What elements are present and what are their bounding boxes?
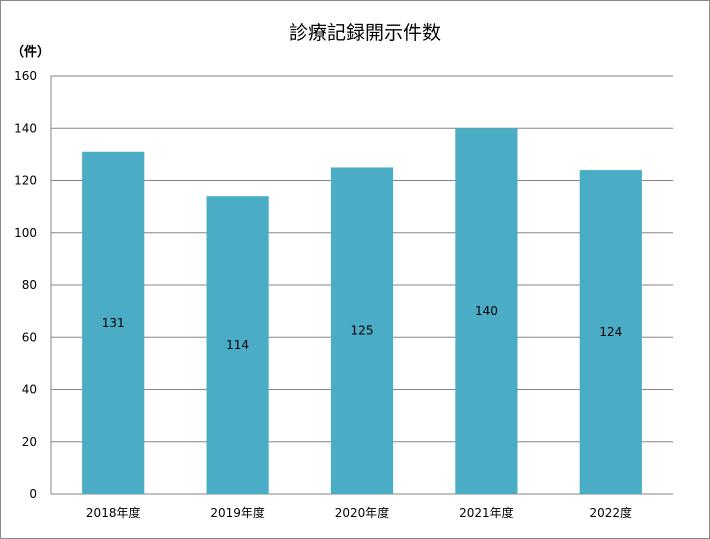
x-category-label: 2020年度 bbox=[335, 505, 390, 520]
y-tick-label: 140 bbox=[14, 121, 37, 135]
chart-title: 診療記録開示件数 bbox=[289, 22, 441, 44]
bar bbox=[455, 128, 518, 494]
y-tick-label: 80 bbox=[22, 278, 37, 292]
y-tick-label: 40 bbox=[22, 383, 37, 397]
y-tick-label: 120 bbox=[14, 174, 37, 188]
data-label: 114 bbox=[226, 338, 249, 352]
y-tick-label: 160 bbox=[14, 69, 37, 83]
y-axis-unit-label: （件） bbox=[11, 44, 50, 60]
data-label: 131 bbox=[102, 316, 125, 330]
x-axis-categories: 2018年度 2019年度 2020年度 2021年度 2022度 bbox=[86, 505, 632, 520]
x-category-label: 2022度 bbox=[590, 505, 633, 520]
data-label: 140 bbox=[475, 304, 498, 318]
y-axis-ticks: 0 20 40 60 80 100 120 140 160 bbox=[14, 69, 37, 501]
data-label: 124 bbox=[599, 325, 622, 339]
x-category-label: 2021年度 bbox=[459, 505, 514, 520]
y-tick-label: 60 bbox=[22, 330, 37, 344]
x-category-label: 2019年度 bbox=[210, 505, 265, 520]
y-tick-label: 20 bbox=[22, 435, 37, 449]
bars bbox=[82, 128, 642, 495]
bar bbox=[330, 167, 394, 494]
x-category-label: 2018年度 bbox=[86, 505, 141, 520]
y-tick-label: 0 bbox=[29, 487, 37, 501]
data-labels: 131 114 125 140 124 bbox=[102, 304, 623, 352]
bar bbox=[579, 170, 642, 495]
data-label: 125 bbox=[351, 324, 374, 338]
bar bbox=[82, 151, 145, 494]
bar bbox=[206, 196, 269, 495]
y-tick-label: 100 bbox=[14, 226, 37, 240]
